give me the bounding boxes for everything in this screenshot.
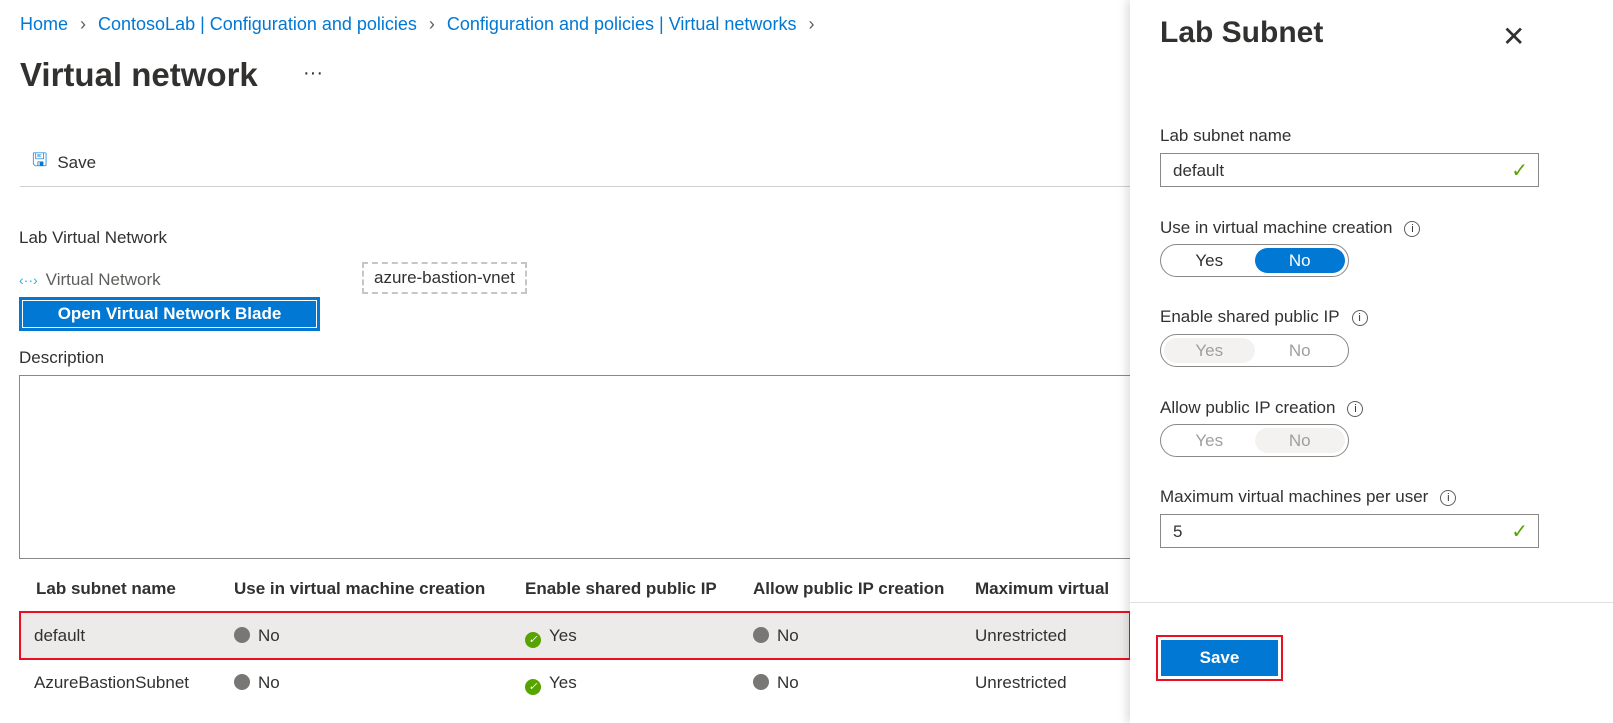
breadcrumb-lab[interactable]: ContosoLab | Configuration and policies — [98, 14, 417, 34]
info-icon[interactable]: i — [1404, 221, 1421, 237]
cell-shared: ✓ Yes — [525, 626, 577, 648]
yes-option: Yes — [1164, 338, 1255, 363]
subnet-name-input[interactable]: default ✓ — [1160, 153, 1539, 187]
vnet-icon: ‹··› — [19, 272, 38, 288]
cell-max: Unrestricted — [975, 626, 1067, 645]
use-vm-label: Use in virtual machine creation i — [1160, 218, 1421, 238]
info-icon[interactable]: i — [1440, 490, 1457, 506]
subnet-table: Lab subnet name Use in virtual machine c… — [19, 565, 1131, 706]
chevron-right-icon: › — [808, 14, 815, 34]
cell-use: No — [234, 626, 280, 646]
table-row[interactable]: AzureBastionSubnet No ✓ Yes No Unrestrict… — [20, 659, 1130, 706]
allow-ip-label: Allow public IP creation i — [1160, 398, 1364, 418]
breadcrumb: Home › ContosoLab | Configuration and pol… — [20, 14, 814, 35]
yes-option[interactable]: Yes — [1195, 251, 1224, 270]
panel-title: Lab Subnet — [1160, 16, 1324, 49]
max-vm-input[interactable]: 5 ✓ — [1160, 514, 1539, 548]
cell-use: No — [234, 673, 280, 693]
use-vm-toggle[interactable]: Yes No — [1160, 244, 1349, 277]
close-icon[interactable]: ✕ — [1502, 21, 1526, 52]
vnet-label: ‹··› Virtual Network — [19, 270, 161, 290]
vnet-value: azure-bastion-vnet — [362, 262, 527, 294]
col-name[interactable]: Lab subnet name — [36, 579, 176, 598]
lab-vnet-heading: Lab Virtual Network — [19, 228, 168, 247]
more-options-button[interactable]: ··· — [303, 62, 323, 84]
no-option[interactable]: No — [1254, 248, 1345, 273]
description-label: Description — [19, 348, 105, 367]
max-vm-label: Maximum virtual machines per user i — [1160, 487, 1457, 507]
page-title: Virtual network — [20, 56, 258, 93]
no-option: No — [1254, 428, 1345, 453]
save-label[interactable]: Save — [1161, 640, 1278, 676]
allow-ip-toggle: Yes No — [1160, 424, 1349, 457]
col-allow[interactable]: Allow public IP creation — [753, 579, 945, 598]
shared-ip-label: Enable shared public IP i — [1160, 307, 1368, 327]
table-header: Lab subnet name Use in virtual machine c… — [20, 565, 1130, 612]
check-icon: ✓ — [1511, 521, 1528, 543]
lab-subnet-panel: Lab Subnet ✕ Lab subnet name default ✓ Us… — [1130, 0, 1613, 723]
status-off-icon — [234, 674, 250, 690]
vnet-label-text: Virtual Network — [45, 270, 161, 289]
status-off-icon — [753, 627, 769, 643]
open-vnet-blade-button[interactable]: Open Virtual Network Blade — [19, 297, 320, 331]
check-circle-icon: ✓ — [525, 632, 541, 648]
panel-footer-divider — [1130, 602, 1613, 603]
chevron-right-icon: › — [428, 14, 435, 34]
yes-option: Yes — [1195, 431, 1224, 450]
cell-name: default — [34, 626, 86, 645]
table-row[interactable]: default No ✓ Yes No Unrestricted — [19, 611, 1131, 660]
toolbar: 🖫 Save — [20, 140, 1130, 187]
info-icon[interactable]: i — [1347, 401, 1364, 417]
subnet-name-label: Lab subnet name — [1160, 126, 1292, 145]
cell-shared: ✓ Yes — [525, 673, 577, 695]
cell-max: Unrestricted — [975, 673, 1067, 692]
description-input[interactable] — [19, 375, 1139, 559]
col-max[interactable]: Maximum virtual — [975, 579, 1110, 598]
no-option: No — [1288, 341, 1311, 360]
check-icon: ✓ — [1511, 160, 1528, 182]
breadcrumb-vnets[interactable]: Configuration and policies | Virtual net… — [446, 14, 797, 34]
shared-ip-toggle: Yes No — [1160, 334, 1349, 367]
col-use[interactable]: Use in virtual machine creation — [234, 579, 486, 598]
check-circle-icon: ✓ — [525, 679, 541, 695]
save-icon: 🖫 — [32, 150, 48, 170]
status-off-icon — [753, 674, 769, 690]
save-button[interactable]: Save — [57, 153, 97, 172]
cell-allow: No — [753, 673, 799, 693]
cell-name: AzureBastionSubnet — [34, 673, 189, 692]
chevron-right-icon: › — [80, 14, 87, 34]
col-shared[interactable]: Enable shared public IP — [525, 579, 717, 598]
panel-save-button[interactable]: Save — [1156, 635, 1283, 681]
breadcrumb-home[interactable]: Home — [20, 14, 69, 34]
info-icon[interactable]: i — [1351, 310, 1368, 326]
cell-allow: No — [753, 626, 799, 646]
status-off-icon — [234, 627, 250, 643]
